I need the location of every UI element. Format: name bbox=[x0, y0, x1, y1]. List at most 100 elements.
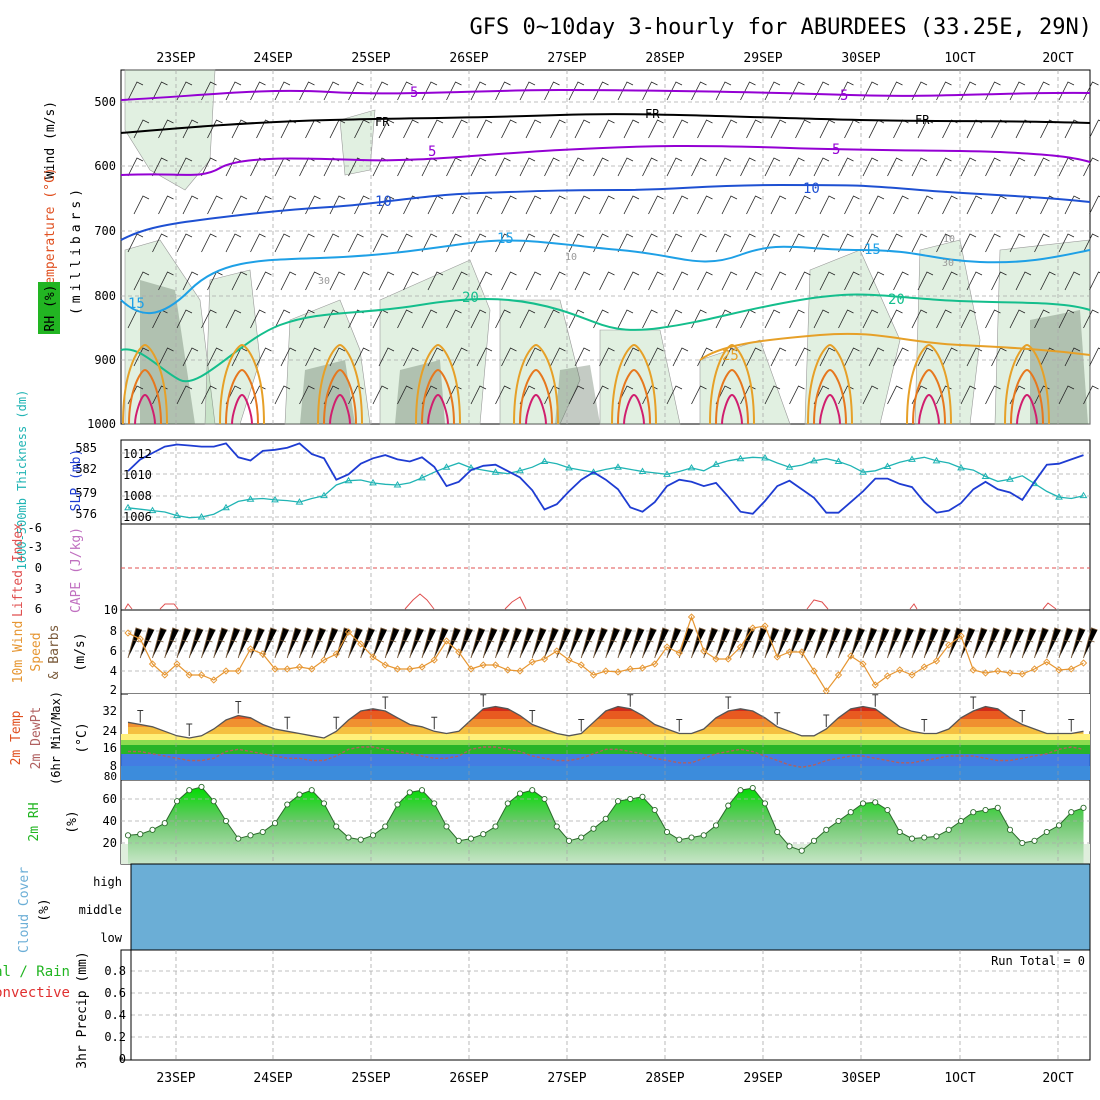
upper-wind-barb bbox=[519, 233, 536, 253]
upper-wind-barb bbox=[421, 233, 438, 253]
surface-wind-barb bbox=[985, 627, 1000, 659]
upper-wind-barb bbox=[623, 347, 640, 367]
wind-speed-marker bbox=[883, 672, 892, 680]
upper-wind-barb bbox=[666, 81, 683, 101]
contour-label: 10 bbox=[375, 194, 392, 210]
upper-wind-barb bbox=[305, 195, 321, 215]
contour-label: FR bbox=[375, 115, 390, 129]
rh-marker bbox=[443, 823, 450, 830]
upper-wind-barb bbox=[280, 347, 297, 367]
isotherm-5 bbox=[120, 144, 1091, 176]
temp-max-bar bbox=[1019, 710, 1026, 723]
temp-tick: 24 bbox=[103, 724, 117, 738]
thickness-marker bbox=[197, 513, 206, 520]
wind-speed-marker bbox=[246, 645, 255, 653]
upper-wind-barb bbox=[911, 233, 928, 253]
cape-tick: 10 bbox=[104, 603, 118, 617]
upper-wind-barb bbox=[770, 271, 787, 291]
thickness-marker bbox=[981, 472, 990, 479]
upper-wind-barb bbox=[427, 119, 444, 139]
upper-wind-barb bbox=[1040, 347, 1056, 367]
upper-wind-barb bbox=[354, 271, 370, 291]
upper-wind-barb bbox=[299, 233, 315, 253]
thickness-marker bbox=[1006, 475, 1014, 482]
temp-max-bar bbox=[921, 719, 928, 732]
precip-label-a: Total / Rain bbox=[0, 964, 70, 980]
upper-wind-barb bbox=[299, 385, 315, 405]
upper-wind-barb bbox=[446, 233, 462, 253]
wind-speed-marker bbox=[467, 665, 475, 673]
upper-wind-barb bbox=[427, 347, 444, 367]
upper-vertical-grid bbox=[175, 70, 1059, 424]
wind-speed-marker bbox=[773, 653, 781, 661]
upper-wind-barb bbox=[568, 157, 585, 177]
upper-wind-barb bbox=[574, 195, 591, 215]
upper-wind-barb bbox=[372, 385, 389, 405]
upper-wind-barb bbox=[617, 233, 634, 253]
upper-wind-barb bbox=[550, 119, 566, 139]
rh2m-units-label: (%) bbox=[65, 810, 80, 833]
surface-diurnal-contour bbox=[317, 343, 363, 425]
rh-marker bbox=[1006, 826, 1014, 833]
cloud-level-high: high bbox=[93, 875, 122, 889]
thickness-marker bbox=[932, 456, 941, 464]
surface-wind-barb bbox=[862, 627, 878, 659]
slp-thickness-panel: 585 582 579 576 1012 1010 1008 1006 1000… bbox=[15, 390, 1090, 570]
surface-wind-barb bbox=[1021, 627, 1037, 659]
upper-wind-barb bbox=[1064, 347, 1081, 367]
upper-wind-barb bbox=[936, 385, 952, 405]
wind-panel: 8 6 4 2 10m Wind Speed & Barbs (m/s) bbox=[11, 610, 1098, 697]
temp-max-bar bbox=[284, 716, 291, 730]
rh-marker bbox=[663, 828, 671, 836]
wind-speed-marker bbox=[259, 650, 267, 658]
temp-vertical-grid bbox=[175, 694, 1059, 780]
surface-wind-barb bbox=[409, 627, 424, 659]
surface-wind-barb bbox=[936, 627, 951, 659]
contour-label: 5 bbox=[410, 85, 418, 101]
surface-wind-barb bbox=[923, 627, 939, 659]
wind-panel-frame bbox=[120, 609, 1091, 695]
upper-wind-barb bbox=[476, 195, 493, 215]
upper-wind-barb bbox=[525, 271, 542, 291]
wind-speed-marker bbox=[295, 663, 304, 671]
upper-wind-barb bbox=[574, 119, 591, 139]
rh-marker bbox=[872, 799, 879, 806]
rh-marker bbox=[970, 809, 977, 816]
upper-wind-barb bbox=[544, 309, 560, 329]
surface-diurnal-contour bbox=[323, 368, 357, 425]
upper-wind-barb bbox=[985, 157, 1001, 177]
wind-speed-marker bbox=[736, 643, 745, 651]
upper-wind-barb bbox=[525, 347, 542, 367]
surface-wind-barb bbox=[286, 627, 302, 659]
upper-wind-barb bbox=[158, 347, 174, 367]
surface-diurnal-contour bbox=[519, 368, 553, 425]
wind-vertical-grid bbox=[175, 610, 1059, 694]
upper-y-tick: 1000 bbox=[87, 417, 116, 431]
li-tick: 6 bbox=[35, 602, 42, 616]
upper-wind-barb bbox=[691, 385, 707, 405]
cape-panel-frame bbox=[120, 523, 1091, 611]
wind-speed-marker bbox=[344, 628, 353, 636]
wind-speed-marker bbox=[442, 637, 451, 645]
upper-wind-barb bbox=[721, 347, 738, 367]
surface-diurnal-contour bbox=[122, 343, 168, 425]
contour-label: 5 bbox=[832, 142, 840, 158]
rh-shade-area bbox=[699, 339, 791, 425]
wind-speed-marker bbox=[602, 667, 610, 675]
surface-diurnal-contour bbox=[906, 343, 952, 425]
upper-wind-barb bbox=[746, 271, 762, 291]
rh-marker bbox=[921, 834, 928, 841]
wind-speed-marker bbox=[455, 648, 463, 656]
surface-wind-barb bbox=[311, 627, 326, 659]
upper-wind-barb bbox=[1089, 347, 1100, 367]
temp-max-bar bbox=[725, 696, 732, 709]
wind-label-c: & Barbs bbox=[47, 625, 62, 680]
contour-label: 15 bbox=[128, 296, 145, 312]
thickness-marker bbox=[148, 506, 157, 514]
upper-wind-barb bbox=[1058, 81, 1075, 101]
upper-wind-barb bbox=[519, 309, 536, 329]
thickness-marker bbox=[908, 455, 916, 462]
upper-wind-barb bbox=[421, 81, 438, 101]
upper-wind-barb bbox=[936, 81, 952, 101]
wind-speed-marker bbox=[932, 657, 941, 665]
